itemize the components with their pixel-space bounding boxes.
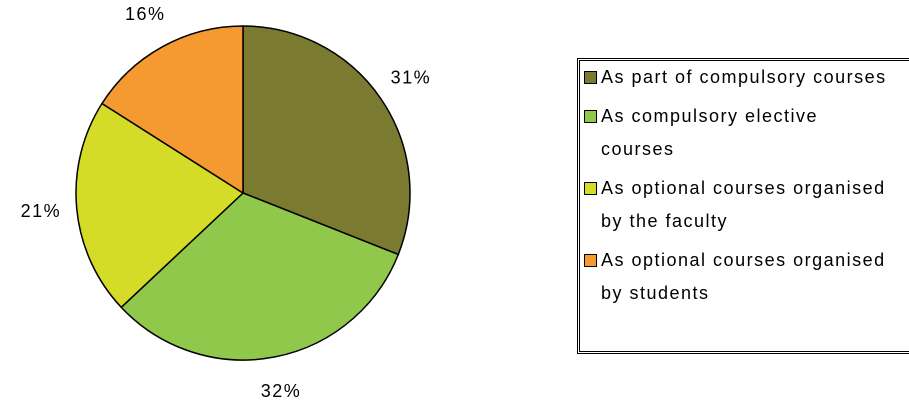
legend-entry: As optional courses organised by the fac… bbox=[584, 172, 909, 238]
pie-slice bbox=[242, 25, 411, 256]
pie-slice bbox=[75, 102, 245, 309]
legend: As part of compulsory courses As compulso… bbox=[577, 58, 909, 354]
legend-label: As optional courses organised by the fac… bbox=[601, 178, 886, 231]
data-label: 21% bbox=[21, 201, 62, 221]
legend-swatch bbox=[584, 254, 597, 267]
data-label: 32% bbox=[261, 381, 302, 401]
legend-entry: As optional courses organised by student… bbox=[584, 244, 909, 310]
legend-swatch bbox=[584, 110, 597, 123]
legend-entry: As compulsory elective courses bbox=[584, 100, 909, 166]
legend-entry: As part of compulsory courses bbox=[584, 61, 909, 94]
pie-slice bbox=[100, 25, 244, 195]
legend-swatch bbox=[584, 182, 597, 195]
pie-slice bbox=[120, 192, 400, 361]
legend-label: As part of compulsory courses bbox=[601, 67, 887, 87]
legend-label: As optional courses organised by student… bbox=[601, 250, 886, 303]
legend-swatch bbox=[584, 71, 597, 84]
legend-label: As compulsory elective courses bbox=[601, 106, 819, 159]
pie-chart: 31% 32% 21% 16% bbox=[21, 4, 432, 401]
data-label: 16% bbox=[125, 4, 166, 24]
data-label: 31% bbox=[391, 68, 432, 88]
